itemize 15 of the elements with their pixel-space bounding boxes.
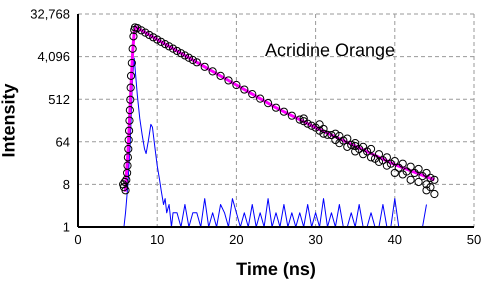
y-tick-label: 8 [62,177,70,192]
y-tick-label: 512 [48,92,70,107]
x-tick-label: 30 [308,232,323,248]
y-axis-title: Intensity [0,83,18,158]
x-tick-label: 10 [150,232,164,248]
y-tick-label: 32,768 [30,6,70,22]
x-tick-label: 20 [229,232,244,248]
y-tick-label: 64 [56,134,70,150]
annotation: Acridine Orange [265,40,396,61]
x-tick-label: 0 [74,232,82,248]
x-tick-label: 50 [466,232,482,248]
y-tick-label: 4,096 [37,49,70,64]
y-tick-label: 1 [62,220,70,235]
x-axis-title: Time (ns) [236,259,316,279]
x-tick-label: 40 [388,232,402,248]
